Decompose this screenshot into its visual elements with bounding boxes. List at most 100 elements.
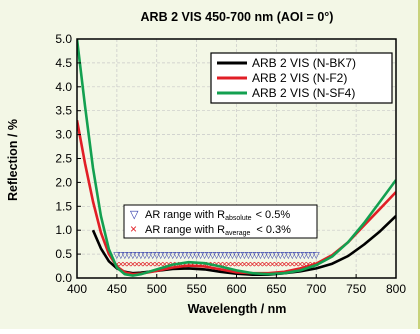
ar-absolute-marker: ▽ [133, 250, 140, 260]
legend-label-n-bk7: ARB 2 VIS (N-BK7) [252, 56, 356, 70]
ar-absolute-marker: ▽ [153, 250, 160, 260]
ar-absolute-marker: ▽ [265, 250, 272, 260]
ar-average-marker: × [261, 260, 267, 271]
ar-average-marker: × [297, 260, 303, 271]
legend: ARB 2 VIS (N-BK7) ARB 2 VIS (N-F2) ARB 2… [210, 52, 393, 104]
ar-average-marker: × [222, 260, 228, 271]
ar-average-marker: × [202, 260, 208, 271]
ar-average-symbol: × [130, 222, 137, 236]
ar-average-marker: × [146, 260, 152, 271]
ar-range-legend: ▽ AR range with Rabsolute < 0.5% × AR ran… [123, 204, 318, 239]
y-tick-label: 1.5 [55, 199, 72, 213]
ar-average-marker: × [178, 260, 184, 271]
ar-absolute-marker: ▽ [289, 250, 296, 260]
ar-absolute-marker: ▽ [173, 250, 180, 260]
ar-absolute-symbol: ▽ [130, 209, 139, 221]
ar-absolute-marker: ▽ [145, 250, 152, 260]
ar-absolute-marker: ▽ [221, 250, 228, 260]
y-tick-label: 5.0 [55, 32, 72, 46]
ar-absolute-marker: ▽ [201, 250, 208, 260]
ar-absolute-marker: ▽ [209, 250, 216, 260]
y-tick-label: 4.5 [55, 56, 72, 70]
y-tick-label: 1.0 [55, 223, 72, 237]
ar-absolute-marker: ▽ [269, 250, 276, 260]
x-tick-label: 650 [266, 282, 286, 296]
x-tick-label: 700 [306, 282, 326, 296]
ar-absolute-marker: ▽ [129, 250, 136, 260]
ar-absolute-marker: ▽ [309, 250, 316, 260]
y-tick-label: 0.0 [55, 271, 72, 285]
ar-average-marker: × [122, 260, 128, 271]
x-tick-label: 500 [147, 282, 167, 296]
ar-average-marker: × [293, 260, 299, 271]
ar-absolute-marker: ▽ [113, 250, 120, 260]
ar-absolute-marker: ▽ [297, 250, 304, 260]
ar-absolute-marker: ▽ [169, 250, 176, 260]
ar-average-marker: × [230, 260, 236, 271]
chart-title: ARB 2 VIS 450-700 nm (AOI = 0°) [141, 10, 334, 24]
ar-absolute-marker: ▽ [301, 250, 308, 260]
ar-absolute-marker: ▽ [137, 250, 144, 260]
ar-average-marker: × [218, 260, 224, 271]
series-layer: ▽▽▽▽▽▽▽▽▽▽▽▽▽▽▽▽▽▽▽▽▽▽▽▽▽▽▽▽▽▽▽▽▽▽▽▽▽▽▽▽… [77, 39, 396, 277]
ar-average-marker: × [254, 260, 260, 271]
ar-average-marker: × [258, 260, 264, 271]
y-tick-label: 3.0 [55, 128, 72, 142]
ar-absolute-marker: ▽ [281, 250, 288, 260]
ar-absolute-marker: ▽ [249, 250, 256, 260]
ar-absolute-marker: ▽ [285, 250, 292, 260]
ar-absolute-marker: ▽ [225, 250, 232, 260]
ar-average-marker: × [246, 260, 252, 271]
ar-average-marker: × [130, 260, 136, 271]
x-tick-label: 750 [346, 282, 366, 296]
ar-absolute-marker: ▽ [293, 250, 300, 260]
ar-absolute-marker: ▽ [313, 250, 320, 260]
ar-absolute-marker: ▽ [245, 250, 252, 260]
ar-average-marker: × [289, 260, 295, 271]
ar-absolute-marker: ▽ [213, 250, 220, 260]
ar-absolute-marker: ▽ [197, 250, 204, 260]
x-tick-label: 550 [187, 282, 207, 296]
legend-label-n-sf4: ARB 2 VIS (N-SF4) [252, 86, 355, 100]
ar-average-marker: × [142, 260, 148, 271]
x-tick-label: 400 [67, 282, 87, 296]
ar-absolute-marker: ▽ [181, 250, 188, 260]
ar-absolute-marker: ▽ [165, 250, 172, 260]
ar-average-marker: × [281, 260, 287, 271]
ar-average-marker: × [138, 260, 144, 271]
ar-absolute-marker: ▽ [205, 250, 212, 260]
ar-absolute-marker: ▽ [237, 250, 244, 260]
ar-absolute-marker: ▽ [257, 250, 264, 260]
ar-average-marker: × [150, 260, 156, 271]
y-tick-label: 3.5 [55, 104, 72, 118]
ar-absolute-marker: ▽ [121, 250, 128, 260]
ar-average-marker: × [242, 260, 248, 271]
ar-absolute-marker: ▽ [305, 250, 312, 260]
ar-absolute-marker: ▽ [273, 250, 280, 260]
x-axis-label: Wavelength / nm [188, 302, 287, 316]
ar-average-marker: × [269, 260, 275, 271]
ar-absolute-marker: ▽ [185, 250, 192, 260]
y-tick-label: 0.5 [55, 247, 72, 261]
series-line-n-sf4 [77, 39, 396, 277]
ar-absolute-marker: ▽ [217, 250, 224, 260]
ar-absolute-label: AR range with Rabsolute < 0.5% [145, 209, 290, 222]
ar-absolute-marker: ▽ [261, 250, 268, 260]
ar-average-marker: × [158, 260, 164, 271]
ar-absolute-marker: ▽ [189, 250, 196, 260]
ar-absolute-marker: ▽ [157, 250, 164, 260]
ar-average-marker: × [118, 260, 124, 271]
x-tick-label: 600 [226, 282, 246, 296]
ar-absolute-marker: ▽ [161, 250, 168, 260]
legend-label-n-f2: ARB 2 VIS (N-F2) [252, 71, 347, 85]
ar-average-marker: × [154, 260, 160, 271]
x-tick-label: 450 [107, 282, 127, 296]
ar-average-marker: × [226, 260, 232, 271]
ar-average-label: AR range with Raverage < 0.3% [145, 224, 291, 237]
ar-absolute-marker: ▽ [117, 250, 124, 260]
ar-absolute-marker: ▽ [141, 250, 148, 260]
ar-average-marker: × [273, 260, 279, 271]
ar-absolute-marker: ▽ [277, 250, 284, 260]
ar-absolute-marker: ▽ [241, 250, 248, 260]
ar-absolute-marker: ▽ [177, 250, 184, 260]
